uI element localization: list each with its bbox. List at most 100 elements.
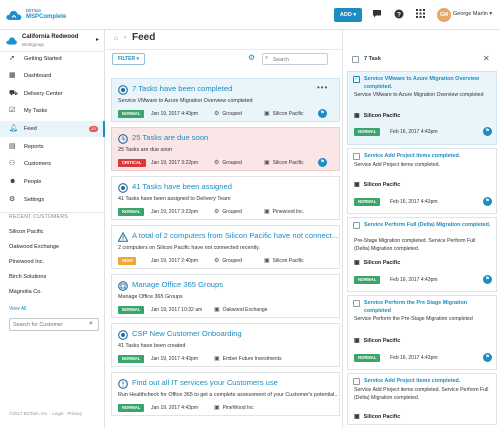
customer-tag[interactable]: ▣ PineWood Inc	[214, 404, 254, 412]
task-title[interactable]: Service Perform the Pre Stage Migration …	[364, 300, 468, 314]
page-title: Feed	[132, 32, 156, 43]
select-all-checkbox[interactable]	[352, 56, 359, 63]
recent-customer-link[interactable]: Magnolia Co.	[9, 289, 42, 295]
task-checkbox[interactable]: ✓	[353, 76, 360, 83]
card-description: 41 Tasks have been created	[118, 343, 186, 349]
feed-search-input[interactable]	[273, 56, 325, 63]
sidebar-item-getting-started[interactable]: ➚ Getting Started	[0, 51, 105, 67]
flag-icon[interactable]: ⚑	[318, 109, 327, 118]
customer-name: Silicon Pacific	[363, 182, 401, 188]
close-icon[interactable]: ✕	[483, 54, 490, 63]
sidebar-item-my-tasks[interactable]: ☑ My Tasks	[0, 103, 105, 119]
view-all-link[interactable]: View All	[9, 306, 27, 312]
task-card[interactable]: ✓ Service VMware to Azure Migration Over…	[347, 71, 497, 145]
card-title[interactable]: 7 Tasks have been completed	[132, 84, 233, 93]
flag-icon[interactable]: ⚑	[318, 158, 327, 167]
chat-icon[interactable]	[371, 9, 383, 21]
office-icon	[118, 281, 128, 291]
task-title[interactable]: Service Perform Full (Delta) Migration c…	[364, 222, 491, 228]
customer-search[interactable]: ⌕	[9, 318, 99, 331]
card-date: Jan 19, 2017 4:43pm	[151, 356, 198, 362]
customer-tag[interactable]: ▣ Silicon Pacific	[264, 159, 304, 167]
feed-card[interactable]: 25 Tasks are due soon 25 Tasks are due s…	[111, 127, 340, 171]
svg-text:?: ?	[397, 11, 401, 18]
recent-customer-link[interactable]: Silicon Pacific	[9, 229, 44, 235]
recent-customer-link[interactable]: Pinewood Inc.	[9, 259, 45, 265]
filter-button[interactable]: FILTER ▾	[112, 53, 145, 65]
feed-card[interactable]: CSP New Customer Onboarding 41 Tasks hav…	[111, 323, 340, 367]
home-icon[interactable]: ⌂	[114, 35, 119, 42]
user-menu[interactable]: George Marlin ▾	[453, 11, 493, 17]
recent-customers-heading: RECENT CUSTOMERS	[9, 214, 68, 220]
flag-icon[interactable]: ⚑	[483, 275, 492, 284]
card-meta: NORMAL Jan 19, 2017 10:32 am ▣ Oakwood Ex…	[118, 306, 338, 315]
sidebar-item-feed[interactable]: 🔔︎ Feed 20	[0, 121, 105, 137]
customer-search-input[interactable]	[13, 321, 83, 329]
flag-icon[interactable]: ⚑	[483, 353, 492, 362]
chevron-right-icon: ›	[124, 35, 126, 41]
feed-search[interactable]: ⌕	[262, 53, 328, 65]
card-title[interactable]: A total of 2 computers from Silicon Paci…	[132, 231, 338, 240]
sidebar-item-dashboard[interactable]: ▦ Dashboard	[0, 68, 105, 84]
card-date: Jan 19, 2017 10:32 am	[151, 307, 203, 313]
feed-card[interactable]: Manage Office 365 Groups Manage Office 3…	[111, 274, 340, 318]
avatar[interactable]: GM	[437, 8, 451, 22]
task-card[interactable]: Service Add Project items completed. Ser…	[347, 148, 497, 214]
card-title[interactable]: 41 Tasks have been assigned	[132, 182, 232, 191]
customer-tag[interactable]: ▣ Pinewood Inc.	[264, 208, 304, 216]
card-description: Service VMware to Azure Migration Overvi…	[118, 98, 253, 104]
search-icon[interactable]: ⌕	[89, 320, 93, 327]
task-card[interactable]: Service Perform the Pre Stage Migration …	[347, 295, 497, 370]
org-switcher[interactable]: California Redwood Workgroup ▸	[0, 30, 105, 52]
card-title[interactable]: Find out all IT services your Customers …	[132, 378, 278, 387]
card-title[interactable]: Manage Office 365 Groups	[132, 280, 224, 289]
customer-tag[interactable]: ▣ Silicon Pacific	[264, 110, 304, 118]
sidebar-item-settings[interactable]: ⚙ Settings	[0, 192, 105, 208]
task-checkbox[interactable]	[353, 153, 360, 160]
task-card[interactable]: Service Perform Full (Delta) Migration c…	[347, 217, 497, 292]
task-title[interactable]: Service Add Project items completed.	[364, 378, 461, 384]
more-options-icon[interactable]: •••	[317, 83, 329, 92]
add-button[interactable]: ADD ▾	[334, 8, 362, 22]
sidebar-item-label: My Tasks	[24, 108, 48, 114]
customer-tag[interactable]: ▣ Ember Future Investments	[214, 355, 282, 363]
gear-icon: ⚙	[9, 196, 16, 203]
sidebar-item-label: People	[24, 179, 42, 185]
sidebar-item-people[interactable]: ☻ People	[0, 174, 105, 190]
building-icon: ▣	[214, 307, 220, 313]
feed-card[interactable]: 7 Tasks have been completed ••• Service …	[111, 78, 340, 122]
customers-icon: ⚇	[9, 160, 16, 167]
sidebar-item-reports[interactable]: ▤ Reports	[0, 139, 105, 155]
card-description: Run Healthcheck for Office 365 to get a …	[118, 392, 338, 398]
task-card[interactable]: Service Add Project items completed. Ser…	[347, 373, 497, 425]
flag-icon[interactable]: ⚑	[483, 127, 492, 136]
task-title[interactable]: Service VMware to Azure Migration Overvi…	[364, 76, 480, 90]
help-icon[interactable]: ?	[393, 9, 405, 21]
customer-tag[interactable]: ▣ Oakwood Exchange	[214, 306, 267, 314]
sidebar-item-delivery-center[interactable]: ⛟ Delivery Center	[0, 86, 105, 102]
brand-logo[interactable]: BitTitan MSPComplete	[6, 7, 136, 23]
recent-customer-link[interactable]: Oakwood Exchange	[9, 244, 60, 250]
feed-card[interactable]: A total of 2 computers from Silicon Paci…	[111, 225, 340, 269]
task-checkbox[interactable]	[353, 222, 360, 229]
feed-card[interactable]: Find out all IT services your Customers …	[111, 372, 340, 416]
sidebar-item-label: Settings	[24, 197, 45, 203]
card-description: Manage Office 365 Groups	[118, 294, 183, 300]
priority-badge: CRITICAL	[118, 159, 146, 167]
task-title[interactable]: Service Add Project items completed.	[364, 153, 461, 159]
onboarding-icon	[118, 330, 128, 340]
building-icon: ▣	[214, 405, 220, 411]
recent-customer-link[interactable]: Birch Solutions	[9, 274, 47, 280]
feed-card[interactable]: 41 Tasks have been assigned 41 Tasks hav…	[111, 176, 340, 220]
card-title[interactable]: CSP New Customer Onboarding	[132, 329, 242, 338]
settings-gear-icon[interactable]: ⚙	[248, 53, 256, 62]
customer-tag[interactable]: ▣ Silicon Pacific	[264, 257, 304, 265]
card-title[interactable]: 25 Tasks are due soon	[132, 133, 209, 142]
task-checkbox[interactable]	[353, 300, 360, 307]
task-meta: NORMAL Feb 16, 2017 4:43pm ⚑	[354, 275, 494, 284]
sidebar-item-customers[interactable]: ⚇ Customers	[0, 156, 105, 172]
flag-icon[interactable]: ⚑	[483, 197, 492, 206]
priority-badge: NORMAL	[118, 110, 145, 118]
task-checkbox[interactable]	[353, 378, 360, 385]
apps-grid-icon[interactable]	[414, 9, 426, 21]
